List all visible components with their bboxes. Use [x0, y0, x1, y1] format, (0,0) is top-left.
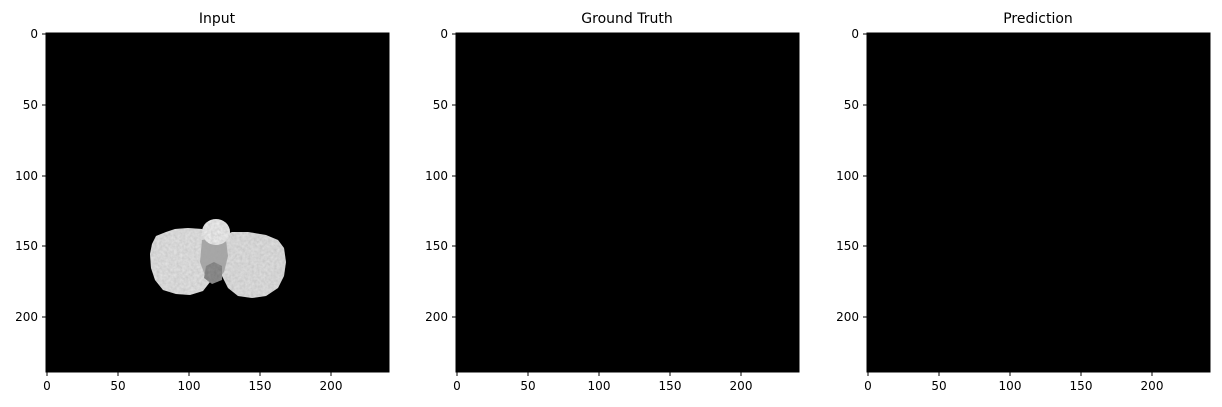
x-tick-label: 100	[999, 379, 1022, 393]
brain-dark-fold	[204, 262, 222, 284]
brain-slice	[150, 219, 286, 298]
x-tick-label: 200	[320, 379, 343, 393]
panel-title: Ground Truth	[581, 11, 672, 27]
y-ticks: 0 50 100 150 200	[15, 27, 46, 324]
y-tick-label: 150	[15, 239, 38, 253]
y-tick-label: 50	[433, 98, 448, 112]
y-tick-label: 200	[425, 310, 448, 324]
x-tick-label: 50	[931, 379, 946, 393]
x-tick-label: 0	[453, 379, 461, 393]
x-ticks: 0 50 100 150 200	[43, 372, 342, 393]
panel-ground-truth: Ground Truth 0 50 100 150 200 0 50 100 1…	[425, 11, 800, 393]
brain-left-lobe	[150, 228, 215, 295]
x-tick-label: 0	[43, 379, 51, 393]
axes-frame	[866, 32, 1211, 373]
x-tick-label: 50	[520, 379, 535, 393]
y-tick-label: 50	[844, 98, 859, 112]
y-tick-label: 50	[23, 98, 38, 112]
y-tick-label: 100	[15, 169, 38, 183]
panel-prediction: Prediction 0 50 100 150 200 0 50 100 150…	[836, 11, 1211, 393]
x-tick-label: 100	[588, 379, 611, 393]
x-tick-label: 200	[1141, 379, 1164, 393]
x-tick-label: 100	[178, 379, 201, 393]
image-area	[867, 33, 1210, 372]
x-tick-label: 150	[249, 379, 272, 393]
y-tick-label: 200	[15, 310, 38, 324]
panel-input: Input 0 50 100 150 200 0 50 100 15	[15, 11, 390, 393]
brain-stem	[202, 219, 230, 245]
x-tick-label: 150	[659, 379, 682, 393]
x-tick-label: 150	[1070, 379, 1093, 393]
panel-title: Input	[199, 11, 236, 27]
y-tick-label: 0	[440, 27, 448, 41]
y-ticks: 0 50 100 150 200	[836, 27, 867, 324]
y-tick-label: 150	[836, 239, 859, 253]
x-tick-label: 50	[110, 379, 125, 393]
y-tick-label: 0	[30, 27, 38, 41]
y-tick-label: 0	[851, 27, 859, 41]
y-tick-label: 100	[836, 169, 859, 183]
axes-frame	[455, 32, 800, 373]
x-ticks: 0 50 100 150 200	[453, 372, 752, 393]
y-tick-label: 100	[425, 169, 448, 183]
y-tick-label: 150	[425, 239, 448, 253]
axes-frame	[45, 32, 390, 373]
brain-right-lobe	[218, 232, 286, 298]
y-ticks: 0 50 100 150 200	[425, 27, 456, 324]
x-tick-label: 200	[730, 379, 753, 393]
y-tick-label: 200	[836, 310, 859, 324]
x-tick-label: 0	[864, 379, 872, 393]
x-ticks: 0 50 100 150 200	[864, 372, 1163, 393]
image-area	[46, 33, 389, 372]
image-area	[456, 33, 799, 372]
panel-title: Prediction	[1003, 11, 1073, 27]
